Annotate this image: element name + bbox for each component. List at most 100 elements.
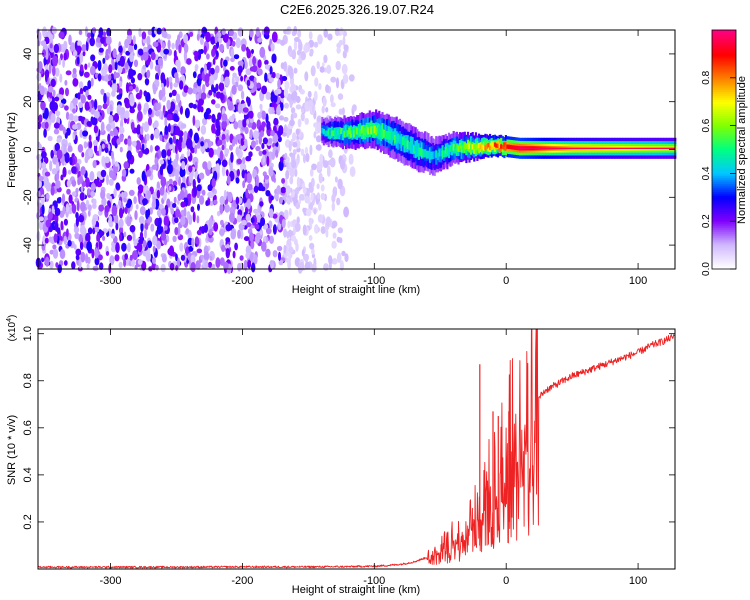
signal-cell — [492, 142, 495, 147]
noise-speckle — [153, 120, 159, 128]
signal-cell — [383, 129, 386, 138]
snr-panel: -300 -200 -100 0 100 0.2 0.4 0.6 0.8 1.0 Height o… — [6, 315, 676, 596]
noise-speckle — [64, 105, 69, 111]
noise-speckle — [129, 225, 136, 233]
noise-speckle — [158, 109, 162, 120]
noise-speckle — [343, 44, 349, 51]
colorbar-band — [712, 173, 736, 176]
noise-speckle — [259, 46, 266, 59]
noise-speckle — [105, 35, 112, 46]
noise-speckle — [244, 126, 249, 135]
noise-speckle — [174, 72, 179, 79]
noise-speckle — [330, 76, 337, 83]
noise-speckle — [253, 185, 259, 193]
noise-speckle — [127, 138, 132, 147]
signal-cell — [421, 148, 424, 158]
noise-speckle — [202, 117, 208, 126]
noise-speckle — [230, 48, 235, 58]
signal-cell — [324, 130, 327, 137]
noise-speckle — [118, 88, 123, 94]
noise-speckle — [143, 90, 148, 97]
noise-speckle — [179, 242, 184, 252]
colorbar-band — [712, 171, 736, 174]
noise-speckle — [87, 80, 92, 90]
noise-speckle — [308, 31, 313, 40]
signal-cell — [424, 149, 427, 158]
noise-speckle — [337, 178, 343, 190]
noise-speckle — [188, 245, 194, 252]
noise-speckle — [98, 254, 103, 261]
colorbar-band — [712, 141, 736, 145]
noise-speckle — [278, 196, 283, 205]
noise-speckle — [75, 248, 82, 256]
noise-speckle — [224, 204, 230, 213]
noise-speckle — [88, 148, 94, 158]
noise-speckle — [300, 51, 306, 61]
noise-speckle — [90, 190, 96, 197]
signal-cell — [465, 143, 468, 156]
noise-speckle — [115, 222, 119, 231]
noise-speckle — [331, 220, 338, 228]
colorbar-tick-label: 0.6 — [701, 118, 712, 132]
noise-speckle — [326, 64, 332, 75]
noise-speckle — [281, 75, 288, 82]
noise-speckle — [237, 60, 244, 66]
noise-speckle — [123, 161, 129, 170]
noise-speckle — [330, 94, 334, 104]
noise-speckle — [119, 55, 126, 67]
noise-speckle — [272, 213, 278, 219]
colorbar-band — [712, 257, 736, 260]
noise-speckle — [180, 254, 186, 261]
noise-speckle — [79, 129, 83, 138]
snr-y-tick-label: 0.2 — [22, 514, 34, 529]
noise-speckle — [37, 179, 42, 188]
noise-speckle — [304, 195, 309, 204]
noise-speckle — [219, 150, 224, 162]
colorbar-band — [712, 165, 736, 168]
noise-speckle — [337, 93, 344, 100]
signal-cell — [359, 129, 362, 136]
noise-speckle — [206, 53, 210, 60]
noise-speckle — [79, 242, 84, 250]
noise-speckle — [124, 138, 128, 145]
colorbar-band — [712, 153, 736, 156]
noise-speckle — [313, 208, 317, 215]
colorbar-gradient — [712, 30, 736, 270]
noise-speckle — [217, 139, 223, 146]
noise-speckle — [98, 47, 104, 53]
noise-speckle — [189, 31, 194, 37]
noise-speckle — [224, 69, 230, 78]
noise-speckle — [84, 101, 90, 111]
noise-speckle — [310, 192, 314, 202]
noise-speckle — [42, 26, 47, 38]
noise-speckle — [97, 60, 102, 71]
noise-speckle — [123, 196, 127, 203]
noise-speckle — [162, 31, 168, 39]
noise-speckle — [124, 253, 128, 260]
noise-speckle — [157, 57, 163, 67]
noise-speckle — [160, 208, 166, 216]
noise-speckle — [108, 44, 111, 54]
signal-cell — [515, 145, 519, 151]
noise-speckle — [308, 217, 312, 224]
noise-speckle — [86, 188, 91, 196]
noise-speckle — [293, 40, 298, 51]
noise-speckle — [304, 117, 310, 125]
noise-speckle — [243, 259, 248, 271]
noise-speckle — [138, 184, 144, 194]
noise-speckle — [294, 187, 300, 195]
noise-speckle — [180, 201, 186, 208]
noise-speckle — [296, 49, 302, 56]
noise-speckle — [170, 207, 175, 215]
noise-speckle — [129, 254, 133, 261]
noise-speckle — [292, 132, 297, 142]
noise-speckle — [135, 140, 141, 151]
snr-line — [37, 328, 675, 569]
noise-speckle — [247, 259, 252, 266]
noise-speckle — [36, 67, 42, 73]
noise-speckle — [299, 89, 305, 95]
noise-speckle — [155, 72, 160, 81]
noise-speckle — [342, 73, 349, 84]
noise-speckle — [168, 92, 173, 98]
noise-speckle — [245, 213, 251, 222]
